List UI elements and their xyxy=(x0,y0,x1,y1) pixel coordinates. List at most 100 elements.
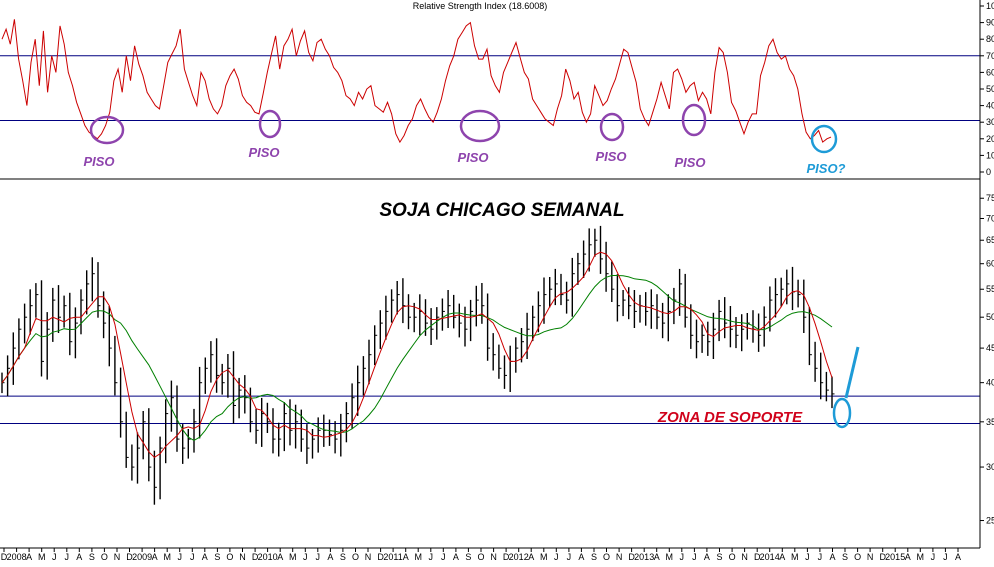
month-tick-label: O xyxy=(101,552,108,562)
month-tick-label: A xyxy=(76,552,82,562)
month-tick-label: M xyxy=(540,552,548,562)
month-tick-label: M xyxy=(917,552,925,562)
month-tick-label: S xyxy=(716,552,722,562)
month-tick-label: A xyxy=(202,552,208,562)
rsi-tick-label: 10 xyxy=(986,150,994,160)
month-tick-label: 2014 xyxy=(760,552,780,562)
month-tick-label: J xyxy=(567,552,572,562)
month-tick-label: A xyxy=(654,552,660,562)
month-tick-label: D xyxy=(628,552,635,562)
rsi-y-axis: 1009080706050403020100 xyxy=(980,1,994,177)
rsi-tick-label: 30 xyxy=(986,117,994,127)
support-lines xyxy=(0,395,980,425)
month-tick-label: 2010 xyxy=(258,552,278,562)
month-tick-label: M xyxy=(414,552,422,562)
month-tick-label: J xyxy=(931,552,936,562)
month-tick-label: O xyxy=(603,552,610,562)
month-tick-label: S xyxy=(214,552,220,562)
month-tick-label: O xyxy=(226,552,233,562)
month-tick-label: J xyxy=(805,552,810,562)
month-tick-label: M xyxy=(791,552,799,562)
price-tick-label: 250 xyxy=(986,516,994,526)
floor-circle xyxy=(681,103,707,137)
support-touch-circle xyxy=(832,397,852,429)
bounce-arrow-annotation xyxy=(832,346,860,429)
month-tick-label: A xyxy=(528,552,534,562)
rsi-tick-label: 20 xyxy=(986,134,994,144)
month-tick-label: A xyxy=(905,552,911,562)
month-tick-label: S xyxy=(842,552,848,562)
month-tick-label: A xyxy=(578,552,584,562)
month-tick-label: J xyxy=(441,552,446,562)
floor-label: PISO? xyxy=(806,161,845,176)
month-tick-label: 2012 xyxy=(509,552,529,562)
month-tick-label: J xyxy=(818,552,823,562)
rsi-series-line xyxy=(1,19,832,144)
month-tick-label: A xyxy=(152,552,158,562)
price-tick-label: 350 xyxy=(986,417,994,427)
month-tick-label: J xyxy=(554,552,559,562)
price-tick-label: 650 xyxy=(986,235,994,245)
month-tick-label: M xyxy=(666,552,674,562)
rsi-tick-label: 100 xyxy=(986,1,994,11)
floor-circle xyxy=(459,109,501,143)
rsi-tick-label: 0 xyxy=(986,167,991,177)
price-tick-label: 500 xyxy=(986,312,994,322)
floor-circle xyxy=(89,115,125,145)
price-tick-label: 450 xyxy=(986,343,994,353)
month-tick-label: J xyxy=(52,552,57,562)
price-panel: SOJA CHICAGO SEMANAL 750 700 650 600 550 500 4… xyxy=(0,193,994,526)
month-tick-label: D xyxy=(1,552,8,562)
rsi-tick-label: 60 xyxy=(986,67,994,77)
month-tick-label: D xyxy=(252,552,259,562)
month-tick-label: M xyxy=(163,552,171,562)
month-tick-label: N xyxy=(490,552,497,562)
floor-label: PISO xyxy=(595,149,626,164)
floor-circle xyxy=(599,112,625,142)
month-tick-label: 2015 xyxy=(885,552,905,562)
price-bars xyxy=(1,225,835,505)
price-tick-label: 750 xyxy=(986,193,994,203)
rsi-panel: Relative Strength Index (18.6008) 100908… xyxy=(0,1,994,177)
rsi-title: Relative Strength Index (18.6008) xyxy=(413,1,548,11)
month-tick-label: N xyxy=(741,552,748,562)
month-tick-label: 2011 xyxy=(383,552,402,562)
month-tick-label: O xyxy=(352,552,359,562)
month-tick-label: N xyxy=(616,552,623,562)
month-tick-label: J xyxy=(429,552,434,562)
month-tick-label: N xyxy=(114,552,121,562)
month-tick-label: S xyxy=(591,552,597,562)
month-tick-label: A xyxy=(327,552,333,562)
rsi-reference-lines xyxy=(0,55,980,122)
price-tick-label: 550 xyxy=(986,284,994,294)
fast-moving-average-line xyxy=(1,251,833,459)
price-y-axis: 750 700 650 600 550 500 450 400 350 300 250 xyxy=(980,193,994,526)
floor-circle xyxy=(810,124,838,154)
floor-label: PISO xyxy=(674,155,705,170)
month-tick-label: O xyxy=(477,552,484,562)
month-tick-label: M xyxy=(38,552,46,562)
zona-de-soporte-label: ZONA DE SOPORTE xyxy=(657,409,803,426)
month-tick-label: D xyxy=(879,552,886,562)
month-tick-label: A xyxy=(955,552,961,562)
month-tick-label: J xyxy=(680,552,685,562)
month-tick-label: J xyxy=(943,552,948,562)
month-tick-label: 2013 xyxy=(634,552,654,562)
month-tick-label: A xyxy=(277,552,283,562)
month-tick-label: A xyxy=(403,552,409,562)
rsi-tick-label: 70 xyxy=(986,51,994,61)
month-tick-label: J xyxy=(177,552,182,562)
rsi-tick-label: 90 xyxy=(986,18,994,28)
upward-arrow-line xyxy=(844,346,860,399)
month-tick-label: O xyxy=(854,552,861,562)
month-axis: D 2008 A M J J A S O N D 2009 A M J J A S O N D 2010 A M J J A S O N D… xyxy=(1,548,961,562)
rsi-tick-label: 40 xyxy=(986,101,994,111)
month-tick-label: A xyxy=(26,552,32,562)
month-tick-label: S xyxy=(89,552,95,562)
floor-label: PISO xyxy=(457,150,488,165)
month-tick-label: J xyxy=(692,552,697,562)
month-tick-label: A xyxy=(704,552,710,562)
month-tick-label: D xyxy=(754,552,761,562)
slow-moving-average-line xyxy=(1,275,833,441)
